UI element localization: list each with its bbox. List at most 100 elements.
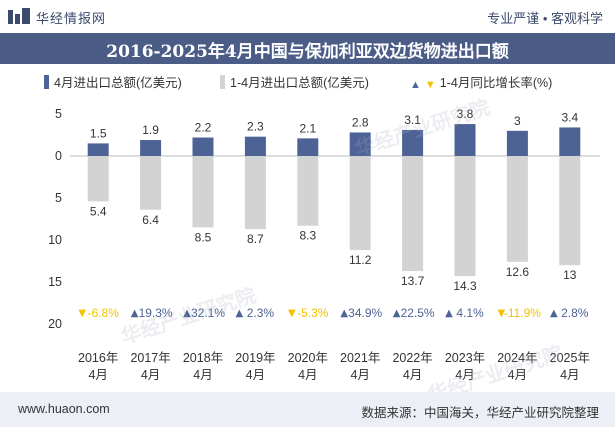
april-value-label: 3.8 [457,107,474,121]
footer: www.huaon.com 数据来源：中国海关，华经产业研究院整理 [0,392,615,427]
april-value-label: 1.5 [90,126,107,140]
up-triangle-icon: ▲ [393,308,401,319]
april-value-label: 2.1 [299,121,316,135]
ytd-value-label: 8.5 [195,230,212,244]
ytd-value-label: 12.6 [506,265,530,279]
legend-item-growth: ▲ ▼ 1-4月同比增长率(%) [410,72,552,91]
growth-rate-label: -5.3% [297,306,329,320]
chart-title: 2016-2025年4月中国与保加利亚双边货物进出口额 [106,42,509,62]
x-tick-label-month: 4月 [246,368,265,382]
ytd-value-label: 8.3 [299,229,316,243]
x-tick-label-year: 2023年 [445,351,485,365]
ytd-bar [297,156,319,226]
top-bar: 华经情报网 专业严谨 • 客观科学 [0,0,615,32]
down-triangle-icon: ▼ [288,308,296,319]
ytd-value-label: 5.4 [90,204,107,218]
growth-rate-label: -11.9% [504,306,541,320]
legend-down-triangle-icon: ▼ [424,79,436,91]
april-bar [454,124,476,156]
y-tick-label: 5 [55,191,62,205]
up-triangle-icon: ▲ [131,308,139,319]
april-bar [192,137,214,156]
growth-rate-label: 4.1% [456,306,484,320]
april-bar [140,140,162,156]
legend-label-ytd: 1-4月进出口总额(亿美元) [230,76,369,90]
y-tick-label: 10 [48,233,62,247]
growth-rate-label: 2.3% [247,306,275,320]
legend-item-ytd: 1-4月进出口总额(亿美元) [220,72,369,91]
growth-rate-label: 34.9% [348,306,382,320]
growth-rate-label: 2.8% [561,306,589,320]
ytd-value-label: 11.2 [349,253,372,267]
x-tick-label-month: 4月 [508,368,527,382]
ytd-bar [559,156,581,266]
x-tick-label-year: 2024年 [497,351,537,365]
x-tick-label-month: 4月 [88,368,107,382]
april-bar [506,130,528,156]
x-tick-label-year: 2018年 [183,351,223,365]
legend-label-april: 4月进出口总额(亿美元) [54,76,182,90]
april-bar [402,129,424,156]
april-value-label: 3.4 [561,110,578,124]
ytd-value-label: 13 [563,268,577,282]
y-tick-label: 0 [55,149,62,163]
y-tick-label: 20 [48,317,62,331]
up-triangle-icon: ▲ [550,308,558,319]
title-bar: 2016-2025年4月中国与保加利亚双边货物进出口额 [0,33,615,64]
down-triangle-icon: ▼ [498,308,506,319]
x-tick-label-year: 2021年 [340,351,380,365]
up-triangle-icon: ▲ [340,308,348,319]
april-bar [559,127,581,156]
down-triangle-icon: ▼ [78,308,86,319]
y-tick-label: 5 [55,107,62,121]
x-tick-label-year: 2020年 [288,351,328,365]
april-bar [244,136,266,156]
ytd-bar [349,156,371,251]
growth-rate-label: 32.1% [191,306,225,320]
legend-swatch-ytd [220,75,225,89]
up-triangle-icon: ▲ [236,308,244,319]
x-tick-label-month: 4月 [560,368,579,382]
growth-rate-label: 19.3% [139,306,173,320]
legend-up-triangle-icon: ▲ [410,79,421,91]
x-tick-label-month: 4月 [455,368,474,382]
ytd-bar [454,156,476,277]
april-value-label: 1.9 [142,123,159,137]
source-text: 数据来源：中国海关，华经产业研究院整理 [361,406,599,420]
ytd-bar [192,156,214,228]
ytd-bar [87,156,109,202]
brand-name: 华经情报网 [36,11,107,26]
legend-item-april: 4月进出口总额(亿美元) [44,72,182,91]
ytd-bar [140,156,162,210]
up-triangle-icon: ▲ [183,308,191,319]
y-tick-label: 15 [48,275,62,289]
ytd-value-label: 13.7 [401,274,425,288]
ytd-value-label: 6.4 [142,213,159,227]
growth-rate-label: 22.5% [401,306,435,320]
website-text: www.huaon.com [18,402,110,416]
ytd-bar [506,156,528,262]
ytd-bar [402,156,424,272]
x-tick-label-year: 2016年 [78,351,118,365]
logo-icon [8,8,30,24]
x-tick-label-month: 4月 [350,368,369,382]
x-tick-label-month: 4月 [193,368,212,382]
april-value-label: 2.3 [247,120,264,134]
ytd-value-label: 8.7 [247,232,264,246]
growth-rate-label: -6.8% [88,306,120,320]
april-value-label: 2.2 [195,121,212,135]
x-tick-label-year: 2019年 [235,351,275,365]
april-value-label: 3 [514,114,521,128]
up-triangle-icon: ▲ [445,308,453,319]
ytd-bar [244,156,266,230]
april-bar [87,143,109,156]
x-tick-label-month: 4月 [141,368,160,382]
legend-label-growth: 1-4月同比增长率(%) [439,76,553,90]
x-tick-label-year: 2017年 [130,351,170,365]
legend-swatch-april [44,75,49,89]
april-bar [297,138,319,156]
april-bar [349,132,371,156]
april-value-label: 2.8 [352,115,369,129]
x-tick-label-year: 2025年 [550,351,590,365]
